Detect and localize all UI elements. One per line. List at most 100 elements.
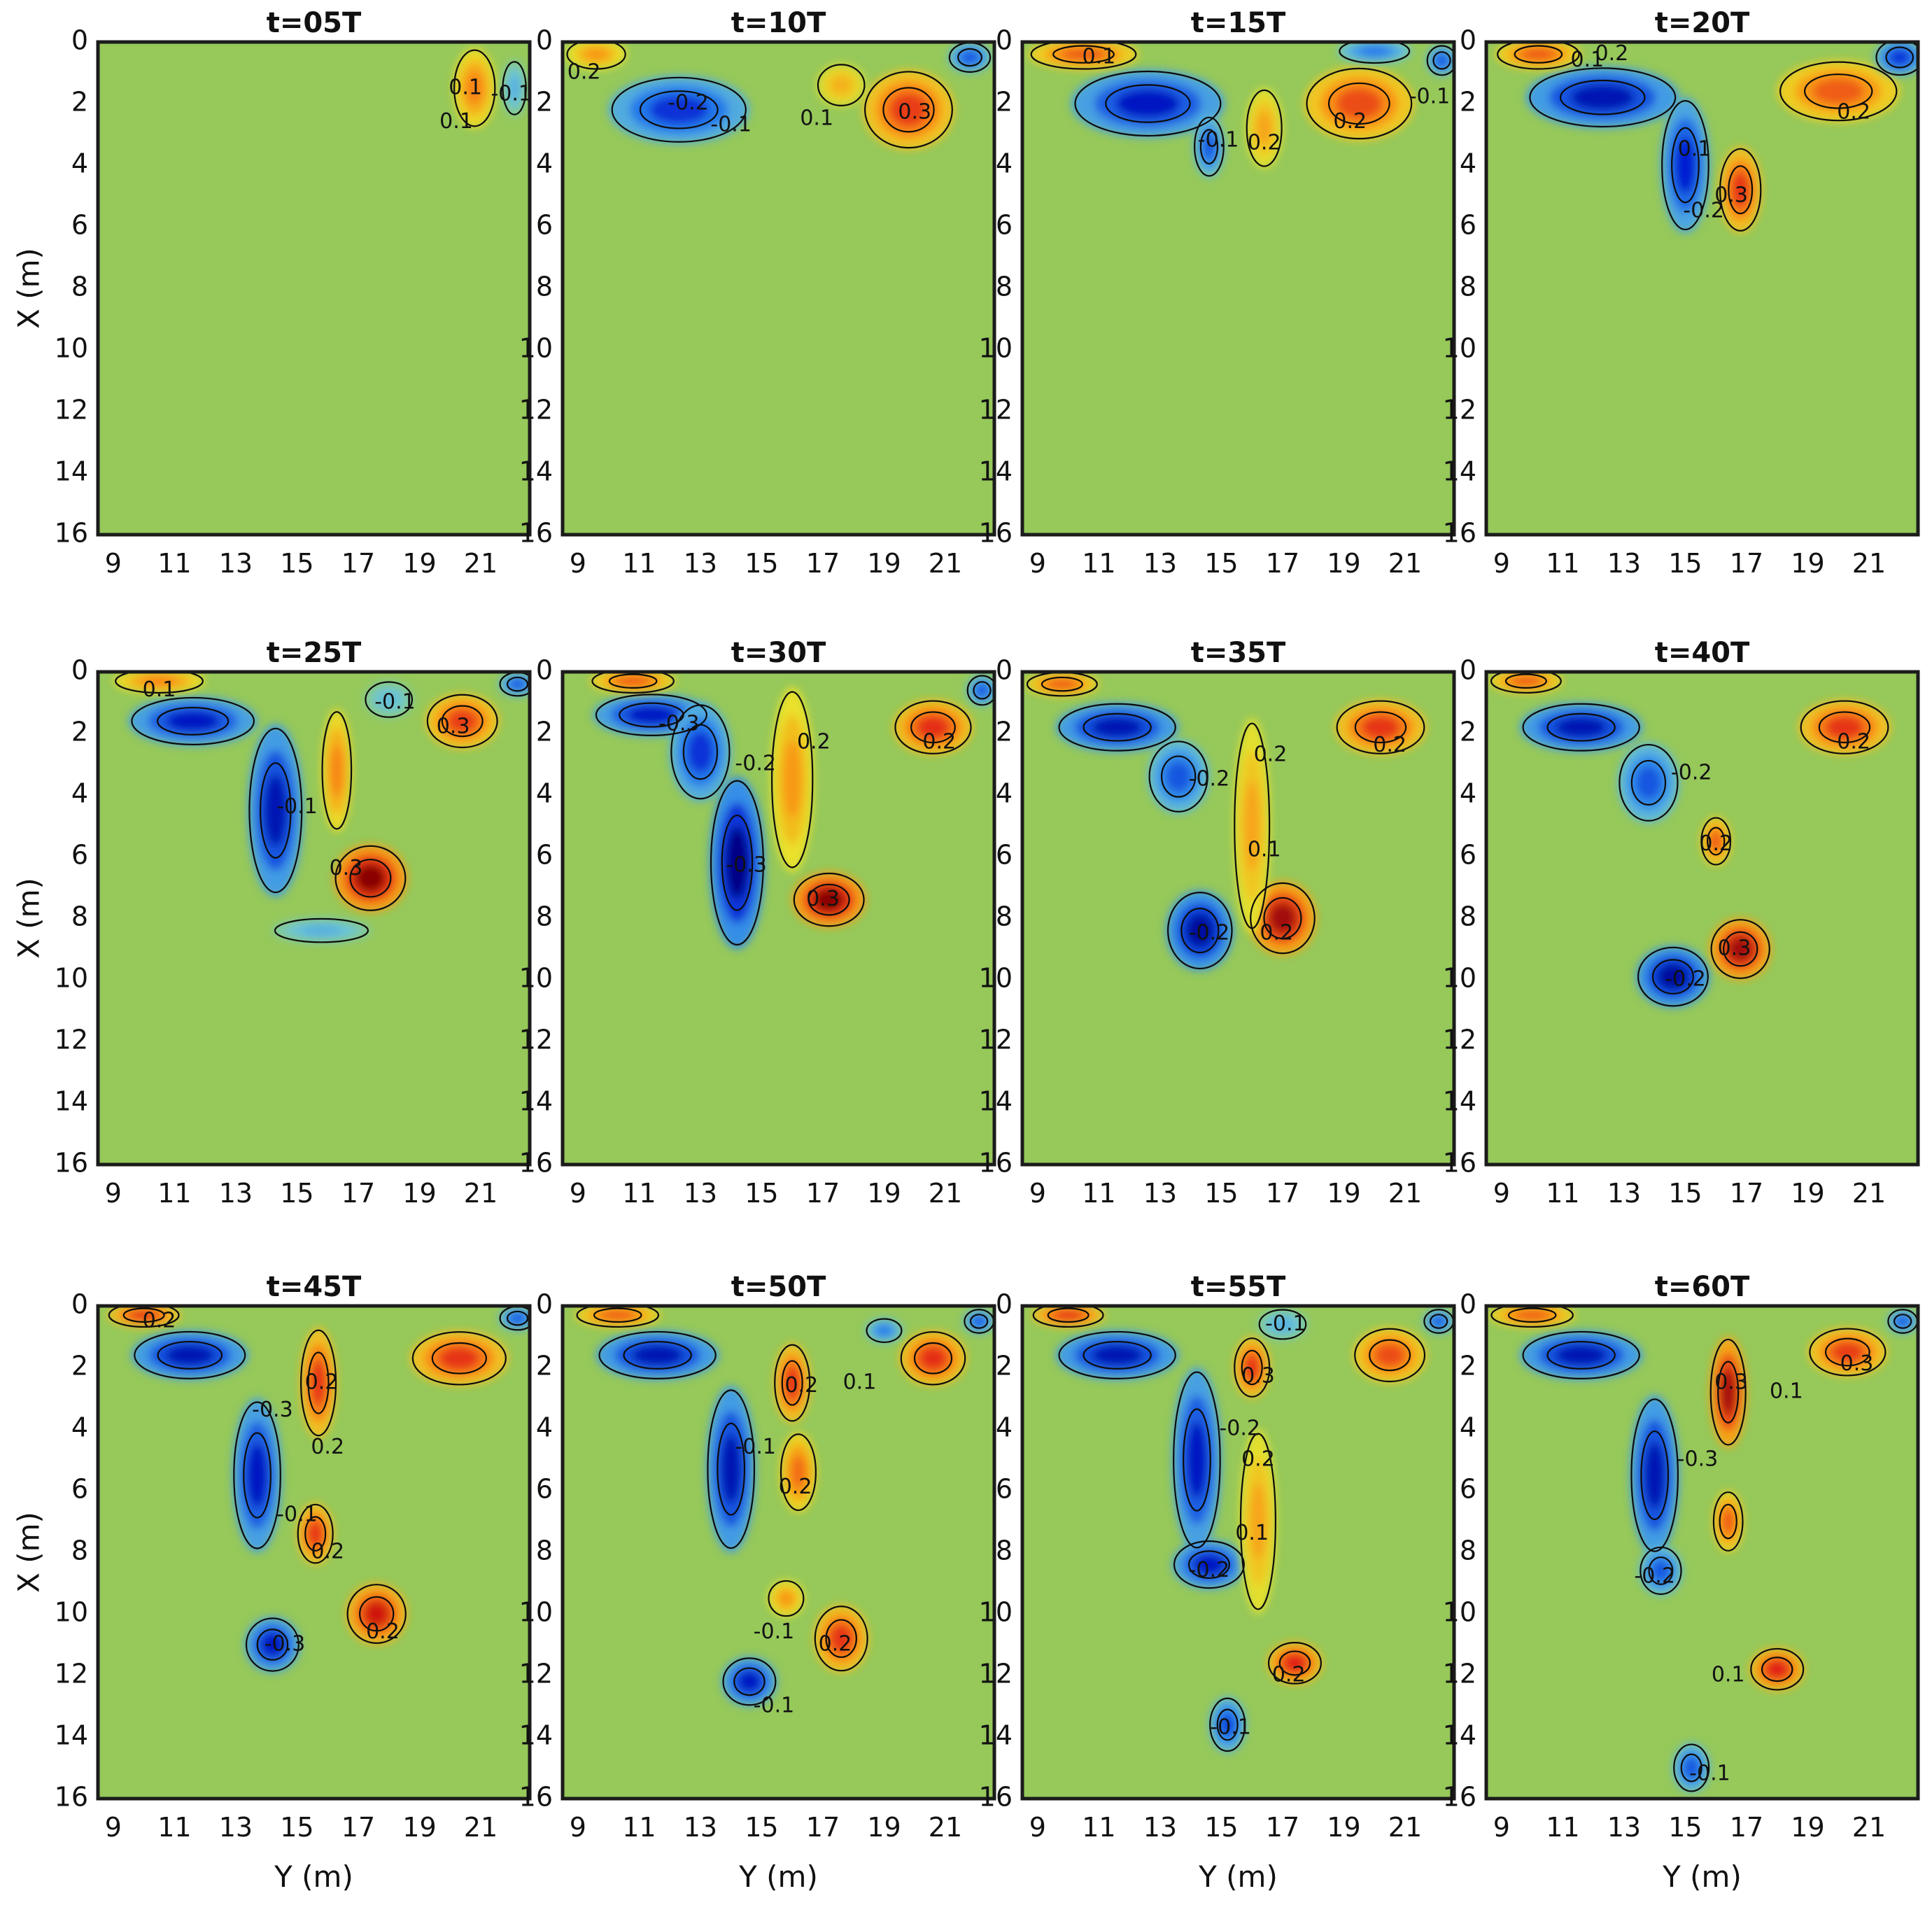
x-tick-label: 19 [402, 1812, 436, 1843]
anomaly-blob [1267, 1641, 1323, 1685]
contour-line [1522, 1330, 1640, 1379]
panel-4: -0.1 0.3 0.3 0.1 -0.1 t=25T 9 11 13 15 17 19 21 0 2 4 6 8… [55, 637, 532, 1209]
contour-line [1728, 165, 1754, 215]
anomaly-blob [780, 1432, 817, 1512]
anomaly-blob [1639, 1546, 1683, 1596]
anomaly-blob [773, 1342, 811, 1424]
y-tick-label: 8 [996, 272, 1013, 302]
y-tick-label: 16 [519, 1148, 553, 1179]
panel-frame [1484, 1304, 1920, 1801]
y-tick-label: 8 [1460, 1535, 1476, 1566]
contour-line [1354, 1328, 1426, 1383]
contour-line [441, 705, 484, 738]
anomaly-blob [1525, 66, 1679, 129]
contour-line [770, 691, 814, 869]
contour-line [969, 1314, 989, 1329]
contour-label: 0.2 [366, 1619, 400, 1644]
y-tick-label: 6 [536, 210, 553, 241]
contour-line [910, 711, 956, 744]
x-tick-label: 9 [1029, 1178, 1046, 1209]
contour-line [825, 1619, 857, 1658]
contour-line [1166, 892, 1233, 970]
y-tick-label: 8 [1460, 901, 1476, 932]
contour-line [1750, 1647, 1805, 1691]
y-tick-label: 10 [979, 963, 1013, 994]
contour-line [1083, 712, 1152, 742]
contour-line [1717, 1361, 1740, 1424]
contour-line [359, 1596, 395, 1632]
y-tick-label: 0 [71, 655, 88, 686]
contour-line [966, 675, 994, 706]
x-tick-label: 21 [1852, 548, 1886, 579]
contour-line [157, 706, 230, 736]
contour-line [131, 696, 255, 745]
y-tick-label: 6 [71, 210, 88, 241]
contour-line [774, 1344, 811, 1422]
contour-label: 0.2 [1241, 1447, 1275, 1472]
contour-line [1514, 45, 1563, 64]
contour-label: 0.2 [567, 60, 601, 85]
panel-11: 0.3 -0.3 0.1 -0.2 0.1 -0.1 0.3 t=60T 9 11 13 15 17 19… [1443, 1271, 1920, 1843]
y-tick-label: 2 [1460, 87, 1476, 118]
x-tick-label: 15 [1668, 1178, 1702, 1209]
panel-frame [96, 670, 532, 1167]
contour-line [864, 71, 953, 149]
anomaly-blob [770, 687, 814, 872]
contour-line [1800, 700, 1889, 754]
contour-line [260, 762, 292, 859]
contour-label: 0.3 [1840, 1351, 1874, 1376]
anomaly-blob [1798, 699, 1891, 755]
panel-title: t=10T [731, 7, 826, 39]
contour-line [1327, 82, 1390, 125]
x-tick-label: 13 [219, 1178, 253, 1209]
y-tick-label: 2 [996, 1351, 1013, 1382]
contour-line [1354, 711, 1407, 744]
contour-label: 0.3 [1241, 1364, 1275, 1389]
y-tick-label: 16 [979, 1148, 1013, 1179]
contour-line [1507, 1307, 1557, 1323]
x-tick-label: 15 [1204, 1812, 1238, 1843]
anomaly-blob [1239, 1429, 1277, 1614]
x-axis-label: Y (m) [1198, 1860, 1278, 1894]
y-tick-label: 12 [55, 395, 88, 426]
anomaly-blob [132, 1330, 248, 1380]
panel-frame [560, 670, 996, 1167]
contour-line [808, 883, 850, 916]
anomaly-blob [232, 1398, 282, 1552]
anomaly-blob [866, 1318, 903, 1343]
anomaly-blob [1636, 946, 1710, 1008]
x-tick-label: 21 [1852, 1812, 1886, 1843]
x-tick-label: 13 [219, 548, 253, 579]
y-tick-label: 4 [536, 778, 553, 809]
y-tick-label: 16 [519, 1782, 553, 1813]
anomaly-blob [1672, 1743, 1710, 1793]
contour-line [346, 1584, 407, 1644]
contour-line [1680, 1753, 1702, 1783]
contour-line [1630, 759, 1667, 806]
contour-line [506, 1310, 529, 1326]
contour-line [733, 1667, 766, 1696]
contour-line [1199, 129, 1219, 164]
contour-line [814, 1605, 868, 1672]
panel-title: t=60T [1655, 1271, 1750, 1303]
contour-line [1369, 1339, 1411, 1372]
y-tick-label: 10 [1443, 333, 1476, 364]
contour-label: -0.2 [1671, 761, 1712, 785]
contour-line [682, 724, 719, 780]
x-tick-label: 11 [1546, 548, 1579, 579]
anomaly-blob [1353, 1327, 1427, 1383]
y-tick-label: 10 [519, 333, 553, 364]
x-tick-label: 15 [280, 548, 313, 579]
y-tick-label: 6 [71, 1474, 88, 1505]
y-tick-label: 12 [519, 1025, 553, 1055]
x-tick-label: 15 [745, 1812, 778, 1843]
x-tick-label: 11 [622, 1812, 656, 1843]
y-tick-label: 4 [536, 148, 553, 179]
contour-line [913, 1342, 953, 1375]
contour-label: 0.3 [1714, 183, 1748, 208]
y-tick-label: 6 [996, 1474, 1013, 1505]
x-tick-label: 9 [570, 1812, 586, 1843]
anomaly-blob [893, 699, 973, 755]
